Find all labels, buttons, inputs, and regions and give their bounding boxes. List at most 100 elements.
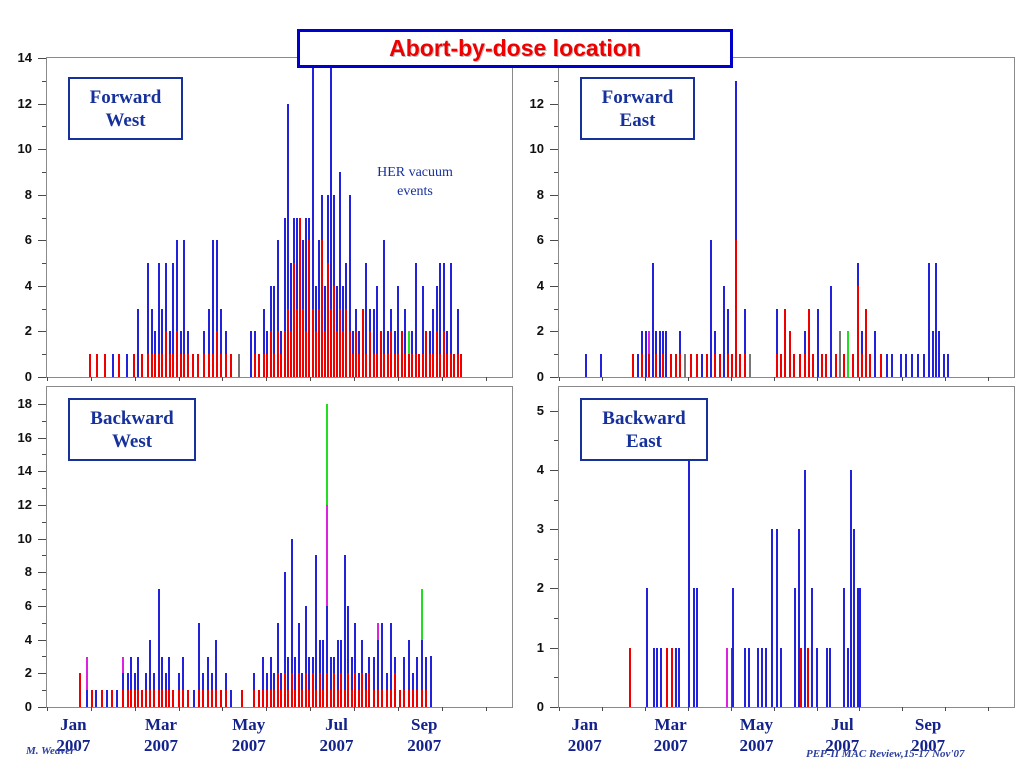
bar-segment — [850, 469, 852, 707]
y-tick-minor — [42, 555, 46, 557]
panel-label-line-2: West — [105, 109, 146, 131]
bar-segment — [421, 589, 423, 640]
bar-segment — [662, 331, 664, 355]
bar-segment — [308, 690, 310, 707]
bar-segment — [198, 622, 200, 691]
bar-segment — [161, 308, 163, 355]
bar-segment — [266, 690, 268, 707]
bar-segment — [180, 354, 182, 377]
bar-segment — [361, 639, 363, 674]
bar-segment — [632, 354, 634, 377]
y-tick-minor — [554, 171, 558, 173]
bar-segment — [342, 285, 344, 332]
bar-segment — [804, 354, 806, 377]
annotation-line-2: events — [397, 184, 433, 199]
x-tick-minor — [354, 377, 355, 381]
bar-segment — [373, 308, 375, 355]
y-tick-minor — [42, 80, 46, 82]
bar-segment — [678, 647, 680, 707]
bar-segment — [342, 331, 344, 377]
bar-segment — [390, 622, 392, 691]
bar-segment — [381, 622, 383, 691]
bar-segment — [830, 285, 832, 377]
y-tick-label: 3 — [536, 521, 544, 537]
bar-segment — [176, 240, 178, 332]
bar-segment — [284, 331, 286, 377]
y-tick-major — [38, 572, 46, 574]
y-tick-minor — [42, 354, 46, 356]
y-tick-major — [550, 377, 558, 378]
y-tick-major — [550, 707, 558, 708]
bar-segment — [187, 331, 189, 355]
panel-label-forward-east: Forward East — [580, 77, 695, 140]
bar-segment — [800, 647, 802, 707]
bar-segment — [394, 656, 396, 674]
bar-segment — [794, 588, 796, 707]
bar-segment — [446, 354, 448, 377]
y-tick-label: 4 — [24, 631, 32, 647]
bar-segment — [158, 354, 160, 377]
bar-segment — [339, 308, 341, 377]
bar-segment — [358, 331, 360, 355]
bar-segment — [408, 354, 410, 377]
bar-segment — [153, 673, 155, 691]
bar-segment — [263, 308, 265, 355]
bar-segment — [216, 240, 218, 332]
bar-segment — [412, 673, 414, 691]
bar-segment — [600, 354, 602, 377]
bar-segment — [339, 171, 341, 309]
bar-segment — [169, 354, 171, 377]
y-tick-minor — [42, 420, 46, 422]
bar-segment — [799, 354, 801, 377]
bar-segment — [134, 690, 136, 707]
bar-segment — [917, 354, 919, 377]
x-tick-minor — [945, 377, 946, 381]
panel-label-line-1: Backward — [602, 407, 686, 429]
bar-segment — [373, 656, 375, 691]
x-tick-minor — [902, 707, 903, 711]
bar-segment — [153, 690, 155, 707]
bar-segment — [330, 656, 332, 691]
bar-segment — [354, 622, 356, 674]
bar-segment — [258, 354, 260, 377]
bar-segment — [290, 263, 292, 332]
y-tick-label: 2 — [24, 323, 32, 339]
y-tick-label: 14 — [17, 50, 32, 65]
footer-venue: PEP-II MAC Review,15-17 Nov'07 — [806, 748, 965, 760]
x-tick-label-year: 2007 — [911, 736, 946, 755]
bar-segment — [270, 690, 272, 707]
bar-segment — [241, 690, 243, 707]
y-tick-minor — [554, 217, 558, 219]
x-tick-label-month: Mar — [145, 715, 178, 734]
bar-segment — [277, 240, 279, 332]
bar-segment — [96, 354, 98, 377]
bar-segment — [429, 331, 431, 355]
bar-segment — [106, 690, 108, 707]
page-title: Abort-by-dose location — [389, 35, 641, 61]
bar-segment — [208, 354, 210, 377]
y-tick-major — [38, 673, 46, 675]
bar-segment — [345, 308, 347, 377]
bar-segment — [215, 639, 217, 691]
panel-label-line-2: West — [111, 430, 153, 452]
bar-segment — [355, 308, 357, 332]
bar-segment — [305, 605, 307, 674]
x-tick-label-month: Jul — [830, 715, 854, 734]
bar-segment — [404, 354, 406, 377]
x-tick-minor — [222, 377, 223, 381]
bar-segment — [679, 331, 681, 355]
bar-segment — [178, 673, 180, 691]
x-tick-minor — [774, 707, 775, 711]
bar-segment — [330, 690, 332, 707]
bar-segment — [277, 622, 279, 674]
her-vacuum-annotation: HER vacuum events — [355, 163, 475, 201]
x-tick-minor — [988, 707, 989, 711]
bar-segment — [230, 690, 232, 707]
bar-segment — [696, 354, 698, 377]
bar-segment — [165, 673, 167, 691]
bar-segment — [158, 690, 160, 707]
bar-segment — [861, 331, 863, 355]
bar-segment — [101, 690, 103, 707]
bar-segment — [296, 217, 298, 309]
